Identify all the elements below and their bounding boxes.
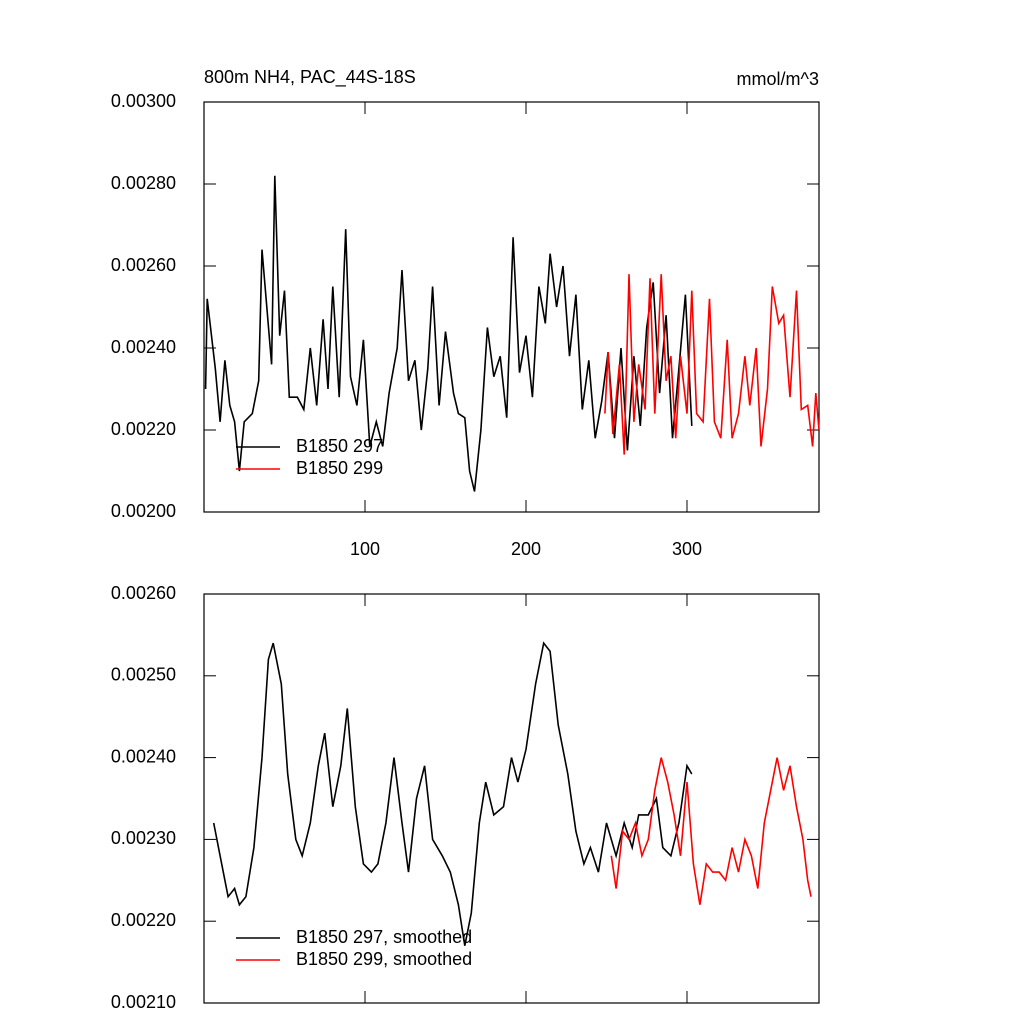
series-line: [212, 641, 693, 946]
plot-frame: [203, 101, 820, 513]
legend-label: B1850 299, smoothed: [296, 949, 472, 969]
y-tick-label: 0.00250: [111, 665, 176, 685]
x-tick-label: 100: [350, 539, 380, 559]
legend-label: B1850 297: [296, 436, 383, 456]
x-tick-label: 300: [672, 539, 702, 559]
y-tick-label: 0.00240: [111, 746, 176, 766]
x-tick-label: 200: [511, 539, 541, 559]
legend-label: B1850 299: [296, 458, 383, 478]
y-tick-label: 0.00260: [111, 583, 176, 603]
y-tick-label: 0.00220: [111, 419, 176, 439]
y-tick-label: 0.00280: [111, 173, 176, 193]
units-label: mmol/m^3: [737, 69, 819, 89]
chart-title: 800m NH4, PAC_44S-18S: [204, 67, 416, 88]
y-tick-label: 0.00300: [111, 91, 176, 111]
y-tick-label: 0.00210: [111, 992, 176, 1012]
series-line: [604, 274, 820, 455]
y-tick-label: 0.00230: [111, 828, 176, 848]
y-tick-label: 0.00240: [111, 337, 176, 357]
y-tick-label: 0.00200: [111, 501, 176, 521]
series-line: [610, 757, 812, 905]
series-line: [204, 175, 693, 492]
legend-label: B1850 297, smoothed: [296, 927, 472, 947]
plot-frame: [203, 593, 820, 1004]
y-tick-label: 0.00260: [111, 255, 176, 275]
y-tick-label: 0.00220: [111, 910, 176, 930]
